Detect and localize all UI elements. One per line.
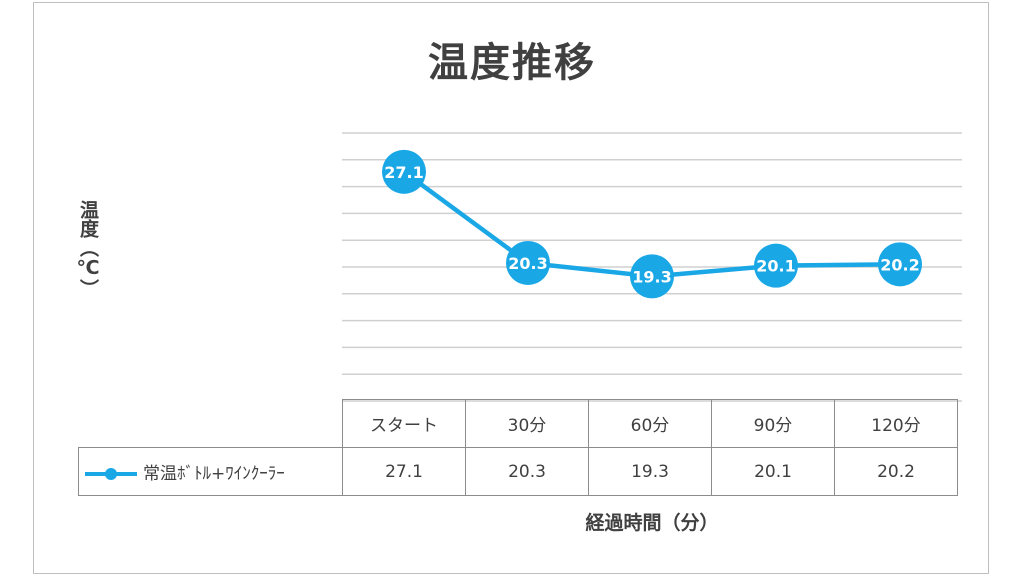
table-value: 27.1 — [342, 447, 466, 496]
category-label: 90分 — [711, 399, 835, 448]
data-label: 27.1 — [384, 163, 423, 182]
table-value: 19.3 — [588, 447, 712, 496]
data-point — [630, 254, 674, 299]
x-axis-label: 経過時間（分） — [585, 512, 719, 534]
data-point — [506, 240, 550, 285]
data-point — [878, 242, 922, 287]
legend-series-name: 常温ﾎﾞﾄﾙ+ﾜｲﾝｸｰﾗｰ — [143, 464, 285, 484]
data-point — [382, 149, 426, 194]
data-table-series-row: 常温ﾎﾞﾄﾙ+ﾜｲﾝｸｰﾗｰ 27.1 20.3 19.3 20.1 20.2 — [78, 447, 958, 496]
data-label: 20.2 — [880, 255, 919, 274]
data-table-corner — [79, 400, 343, 448]
data-table: スタート 30分 60分 90分 120分 常温ﾎﾞﾄﾙ+ﾜｲﾝｸｰﾗｰ 27.… — [78, 399, 958, 496]
category-label: 120分 — [834, 399, 958, 448]
y-axis-label: 温度（℃） — [77, 200, 99, 298]
category-label: 30分 — [465, 399, 589, 448]
data-table-header-row: スタート 30分 60分 90分 120分 — [79, 399, 958, 448]
table-value: 20.2 — [834, 447, 958, 496]
data-label: 19.3 — [632, 267, 671, 286]
category-label: スタート — [342, 399, 466, 448]
series-layer: 27.1 20.3 19.3 20.1 20.2 — [382, 149, 922, 299]
category-label: 60分 — [588, 399, 712, 448]
legend-line-marker-icon — [85, 468, 137, 480]
data-point — [754, 243, 798, 288]
data-label: 20.3 — [508, 254, 547, 273]
legend-entry: 常温ﾎﾞﾄﾙ+ﾜｲﾝｸｰﾗｰ — [78, 447, 343, 496]
table-value: 20.1 — [711, 447, 835, 496]
data-label: 20.1 — [756, 257, 795, 276]
chart-title: 温度推移 — [428, 40, 596, 86]
table-value: 20.3 — [465, 447, 589, 496]
